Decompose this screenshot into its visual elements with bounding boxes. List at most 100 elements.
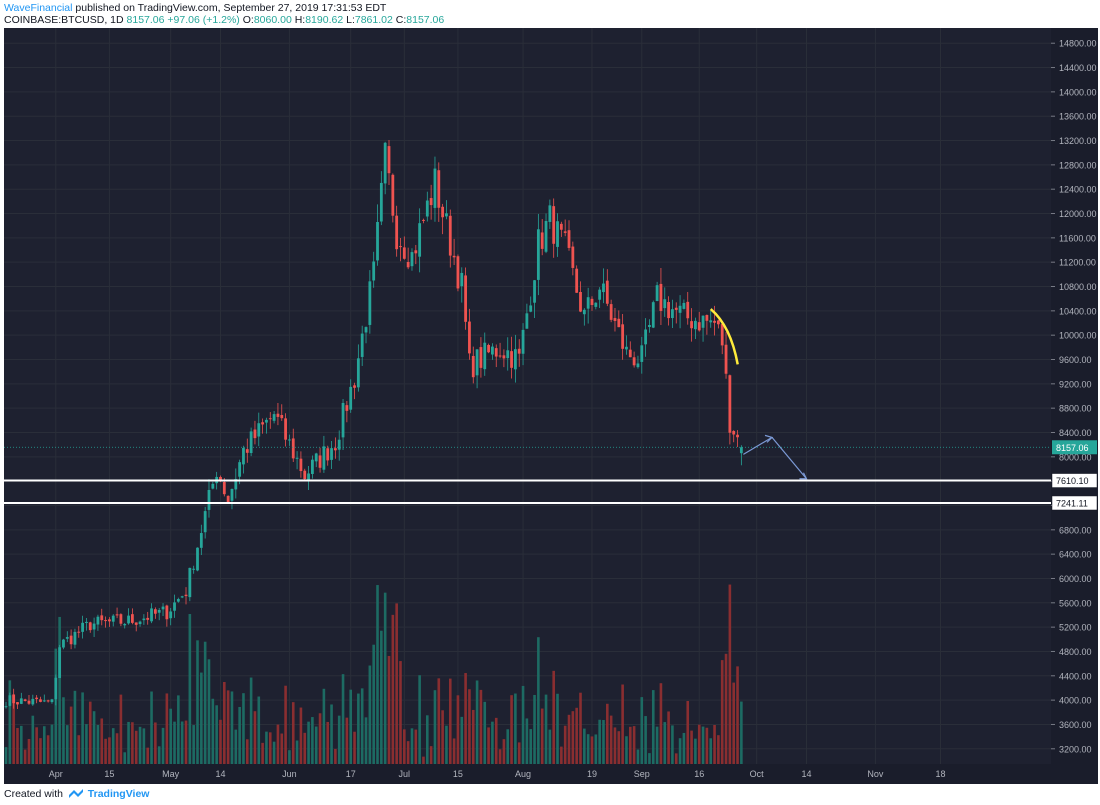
author-link[interactable]: WaveFinancial xyxy=(4,2,73,14)
candle xyxy=(307,466,310,490)
candle-body xyxy=(245,449,249,453)
volume-bar xyxy=(602,720,605,764)
candle-body xyxy=(690,321,693,329)
candle xyxy=(701,315,705,342)
candle xyxy=(736,430,739,448)
volume-bar xyxy=(609,715,613,764)
volume-bar xyxy=(625,736,628,764)
candle xyxy=(150,603,153,624)
volume-bar xyxy=(177,695,180,764)
candle-body xyxy=(732,431,736,435)
candle-body xyxy=(46,700,50,702)
volume-bar xyxy=(238,706,241,764)
candle-body xyxy=(582,309,586,315)
candle-body xyxy=(203,511,207,533)
volume-bar xyxy=(517,742,521,764)
candle xyxy=(640,336,644,374)
candle xyxy=(288,434,291,446)
candle xyxy=(571,241,575,276)
volume-bar xyxy=(200,672,203,764)
candle-body xyxy=(456,256,460,289)
candle xyxy=(349,379,353,413)
time-tick-label: 15 xyxy=(453,769,463,779)
volume-bar xyxy=(399,661,402,764)
candle-body xyxy=(590,298,594,305)
candle xyxy=(161,603,165,616)
created-with: Created with TradingView xyxy=(4,788,149,800)
volume-bar xyxy=(590,736,594,764)
candle xyxy=(337,430,341,461)
volume-bar xyxy=(433,690,437,764)
volume-bar xyxy=(157,746,161,764)
volume-bar xyxy=(326,721,330,764)
candle-body xyxy=(422,219,425,221)
candle-body xyxy=(130,614,134,623)
candle-body xyxy=(161,606,165,610)
candle xyxy=(115,607,119,619)
candle-body xyxy=(276,413,280,417)
price-tick-label: 6800.00 xyxy=(1059,525,1092,535)
volume-bar xyxy=(632,726,636,764)
candle xyxy=(176,597,180,603)
price-tick-label: 4400.00 xyxy=(1059,671,1092,681)
price-chart[interactable]: 14800.00 14400.00 14000.00 13600.00 13200.00… xyxy=(4,28,1098,784)
candle xyxy=(594,302,598,310)
candle-body xyxy=(65,637,69,639)
volume-bar xyxy=(223,681,226,764)
chart-area[interactable]: 14800.00 14400.00 14000.00 13600.00 13200.00… xyxy=(4,28,1098,784)
candle-body xyxy=(180,596,184,598)
candle-body xyxy=(697,322,701,331)
low-value: 7861.02 xyxy=(354,14,393,26)
candle-body xyxy=(678,305,682,313)
candle-body xyxy=(288,439,291,441)
candle-body xyxy=(487,344,490,353)
candle-body xyxy=(655,285,659,302)
candle-body xyxy=(272,414,276,421)
volume-bar xyxy=(380,630,383,764)
candle xyxy=(4,701,8,709)
time-tick-label: Aug xyxy=(515,769,531,779)
candle-body xyxy=(540,232,544,249)
low-label: L: xyxy=(346,14,355,26)
candle-body xyxy=(720,324,724,346)
candle xyxy=(184,587,188,605)
price-tick-label: 14000.00 xyxy=(1059,87,1097,97)
volume-bar xyxy=(368,665,372,764)
candle xyxy=(694,317,697,339)
candle-body xyxy=(414,250,418,254)
candle-body xyxy=(739,447,743,454)
candle xyxy=(284,413,287,447)
time-tick-label: Jul xyxy=(399,769,411,779)
candle xyxy=(697,311,701,332)
candle-body xyxy=(391,174,395,216)
candle-body xyxy=(521,329,525,354)
volume-bar xyxy=(628,726,632,764)
candle xyxy=(19,692,23,705)
candle xyxy=(39,696,42,703)
volume-bar xyxy=(203,641,207,764)
candle xyxy=(479,337,483,378)
price-tick-label: 3200.00 xyxy=(1059,744,1092,754)
candle-body xyxy=(291,438,295,459)
candle xyxy=(379,171,383,226)
candle xyxy=(207,479,211,518)
candle-body xyxy=(284,418,287,440)
volume-bar xyxy=(575,707,578,764)
volume-bar xyxy=(571,711,575,764)
price-tick-label: 11600.00 xyxy=(1059,233,1096,243)
candle-body xyxy=(77,631,81,633)
candle-body xyxy=(16,702,19,705)
tradingview-brand[interactable]: TradingView xyxy=(87,788,150,800)
candle xyxy=(100,608,104,626)
candle xyxy=(257,412,261,447)
volume-bar xyxy=(284,685,287,764)
candle xyxy=(88,621,92,633)
candle xyxy=(460,267,464,303)
candle-body xyxy=(651,302,655,328)
support-level-label: 7610.10 xyxy=(1056,476,1089,486)
candle xyxy=(173,594,176,618)
candle xyxy=(383,141,387,195)
price-tick-label: 4800.00 xyxy=(1059,647,1092,657)
volume-bar xyxy=(640,697,644,764)
volume-bar xyxy=(142,728,146,764)
